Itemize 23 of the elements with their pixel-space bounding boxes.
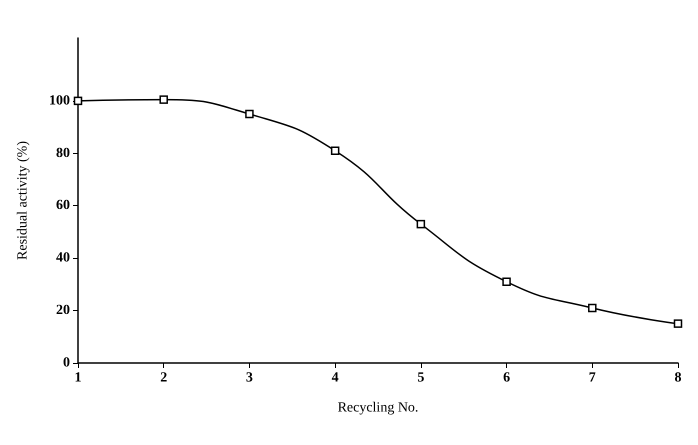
y-tick-label: 0 [63,356,70,370]
point [416,220,426,228]
x-tick-label: 7 [588,370,596,386]
point [674,319,682,328]
y-tick-label: 80 [56,146,70,161]
x-tick-label: 3 [246,370,253,386]
x-tick-label: 5 [417,370,424,386]
x-tick-label: 8 [674,370,682,386]
y-tick-label: 60 [56,198,70,214]
y-tick-label: 100 [49,93,70,108]
y-tick-label: 40 [56,250,70,266]
point [588,304,597,312]
x-tick-label: 4 [332,370,339,386]
y-tick-label: 20 [56,303,70,318]
y-axis-title: Residual activity (%) [16,140,30,260]
x-tick-label: 2 [160,370,168,386]
point [502,278,511,286]
point [245,110,254,118]
x-axis-title: Recycling No. [338,400,418,416]
x-tick-label: 1 [74,370,82,386]
x-tick-label: 6 [503,370,510,386]
point [159,95,168,104]
point [330,146,340,155]
